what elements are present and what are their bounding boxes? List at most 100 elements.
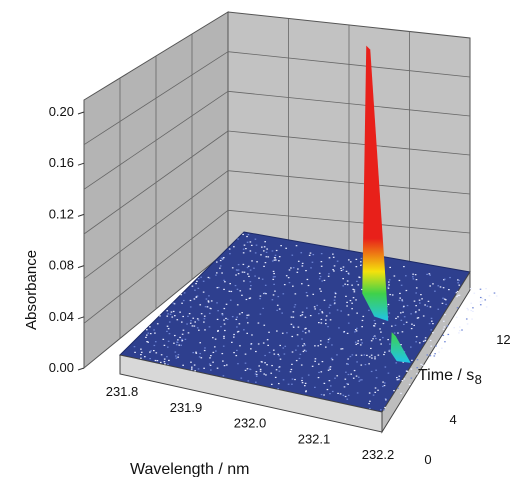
noise-speck xyxy=(182,299,185,302)
z-axis-title: Absorbance xyxy=(23,250,40,330)
noise-speck xyxy=(347,272,350,274)
noise-speck xyxy=(245,247,247,250)
noise-speck xyxy=(325,323,327,325)
noise-speck xyxy=(263,292,265,295)
noise-speck xyxy=(422,364,424,366)
noise-speck xyxy=(236,331,239,333)
noise-speck xyxy=(283,353,286,355)
noise-speck xyxy=(346,305,348,307)
noise-speck xyxy=(302,350,305,353)
noise-speck xyxy=(255,371,258,373)
noise-speck xyxy=(308,254,311,256)
noise-speck xyxy=(166,346,169,348)
noise-speck xyxy=(305,390,307,392)
noise-speck xyxy=(237,238,239,240)
z-tick-mark xyxy=(77,316,85,320)
noise-speck xyxy=(368,392,371,394)
noise-speck xyxy=(208,312,211,315)
noise-speck xyxy=(160,354,163,356)
noise-speck xyxy=(455,292,458,294)
noise-speck xyxy=(275,249,278,252)
noise-speck xyxy=(430,345,433,347)
noise-speck xyxy=(181,338,183,340)
noise-speck xyxy=(166,315,169,317)
noise-speck xyxy=(433,355,436,357)
noise-speck xyxy=(244,353,247,355)
noise-speck xyxy=(272,276,275,278)
noise-speck xyxy=(150,350,152,352)
noise-speck xyxy=(215,272,218,274)
noise-speck xyxy=(387,303,390,306)
noise-speck xyxy=(340,348,342,350)
noise-speck xyxy=(341,348,344,350)
noise-speck xyxy=(251,334,253,336)
noise-speck xyxy=(408,383,411,386)
noise-speck xyxy=(410,346,412,348)
noise-speck xyxy=(276,309,278,312)
z-tick-label: 0.04 xyxy=(49,309,74,324)
noise-speck xyxy=(327,338,330,341)
noise-speck xyxy=(265,251,268,253)
noise-speck xyxy=(351,308,353,310)
noise-speck xyxy=(360,364,363,366)
noise-speck xyxy=(301,311,304,313)
noise-speck xyxy=(300,283,303,285)
noise-speck xyxy=(152,349,155,352)
noise-speck xyxy=(374,391,377,393)
noise-speck xyxy=(258,277,260,279)
noise-speck xyxy=(428,323,431,325)
noise-speck xyxy=(233,246,235,248)
noise-speck xyxy=(347,273,350,275)
noise-speck xyxy=(427,300,430,302)
noise-speck xyxy=(420,363,422,365)
noise-speck xyxy=(368,309,370,311)
noise-speck xyxy=(370,340,373,342)
noise-speck xyxy=(495,295,498,297)
noise-speck xyxy=(320,371,323,373)
noise-speck xyxy=(197,319,200,321)
noise-speck xyxy=(292,285,294,287)
noise-speck xyxy=(181,302,183,304)
noise-speck xyxy=(186,323,188,325)
noise-speck xyxy=(443,279,445,281)
noise-speck xyxy=(373,325,375,327)
noise-speck xyxy=(374,358,376,360)
grid-lines xyxy=(83,18,471,339)
noise-speck xyxy=(223,364,226,367)
noise-speck xyxy=(355,375,358,377)
x-tick-label: 232.0 xyxy=(234,416,267,431)
noise-speck xyxy=(432,323,434,325)
noise-speck xyxy=(271,260,274,262)
noise-speck xyxy=(466,307,469,310)
noise-speck xyxy=(156,360,159,362)
noise-speck xyxy=(314,308,316,310)
noise-speck xyxy=(416,373,418,375)
noise-speck xyxy=(246,332,249,334)
noise-speck xyxy=(194,321,197,323)
noise-speck xyxy=(342,268,344,271)
noise-speck xyxy=(287,277,290,279)
noise-speck xyxy=(214,338,217,340)
noise-speck xyxy=(342,285,344,287)
noise-speck xyxy=(318,322,320,324)
noise-speck xyxy=(306,307,308,309)
noise-speck xyxy=(283,284,286,286)
noise-speck xyxy=(328,380,331,382)
noise-speck xyxy=(306,295,309,297)
noise-speck xyxy=(435,345,437,347)
noise-speck xyxy=(308,330,310,332)
noise-speck xyxy=(493,292,496,294)
noise-speck xyxy=(401,299,403,301)
noise-speck xyxy=(402,311,404,313)
noise-speck xyxy=(179,311,181,313)
noise-speck xyxy=(288,269,291,271)
noise-speck xyxy=(345,270,348,272)
noise-speck xyxy=(235,274,237,276)
noise-speck xyxy=(305,350,308,352)
noise-speck xyxy=(479,304,482,306)
noise-speck xyxy=(319,288,321,290)
noise-speck xyxy=(249,368,252,371)
noise-speck xyxy=(328,257,331,259)
noise-speck xyxy=(140,353,142,356)
noise-speck xyxy=(278,256,281,258)
